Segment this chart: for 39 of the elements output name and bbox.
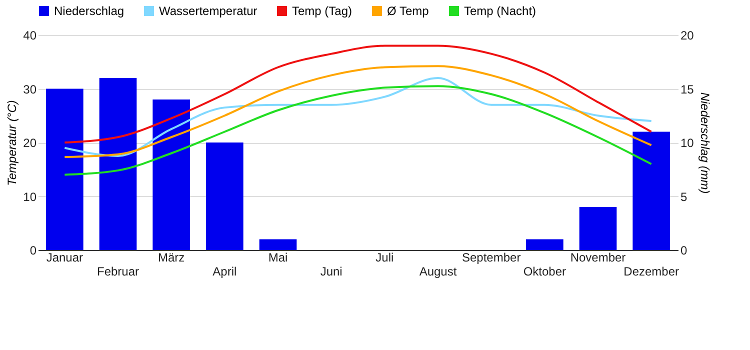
y2-tick-label: 10 bbox=[680, 136, 694, 150]
x-tick-label: September bbox=[462, 250, 521, 264]
x-tick-label: April bbox=[212, 264, 237, 278]
y2-tick-label: 15 bbox=[680, 82, 694, 96]
x-tick-label: Oktober bbox=[523, 264, 566, 278]
x-tick-label: November bbox=[570, 250, 626, 264]
legend-label: Temp (Tag) bbox=[292, 4, 352, 18]
line-series bbox=[64, 85, 652, 176]
x-tick-label: März bbox=[158, 250, 185, 264]
y2-tick-label: 20 bbox=[680, 28, 694, 42]
bar bbox=[46, 88, 84, 250]
x-tick-label: Januar bbox=[46, 250, 84, 264]
x-tick-label: Juli bbox=[376, 250, 394, 264]
y-tick-label: 10 bbox=[23, 190, 37, 204]
legend-label: Niederschlag bbox=[54, 4, 124, 18]
y-tick-label: 0 bbox=[30, 244, 37, 258]
bar bbox=[526, 239, 564, 250]
legend-label: Temp (Nacht) bbox=[464, 4, 536, 18]
x-tick-label: Dezember bbox=[624, 264, 680, 278]
bar bbox=[259, 239, 297, 250]
bar bbox=[579, 207, 617, 250]
bar bbox=[99, 78, 137, 250]
y-tick-label: 30 bbox=[23, 82, 37, 96]
x-tick-label: Juni bbox=[320, 264, 342, 278]
y2-axis-title: Niederschlag (mm) bbox=[698, 92, 712, 194]
bar bbox=[632, 132, 670, 250]
bar bbox=[206, 142, 244, 250]
legend-label: Wassertemperatur bbox=[159, 4, 258, 18]
y-tick-label: 40 bbox=[23, 28, 37, 42]
line-series bbox=[64, 44, 652, 144]
x-tick-label: Februar bbox=[96, 264, 140, 278]
y-tick-label: 20 bbox=[23, 136, 37, 150]
bar bbox=[152, 100, 190, 250]
y2-tick-label: 5 bbox=[680, 190, 688, 204]
legend-label: Ø Temp bbox=[387, 4, 430, 18]
x-tick-label: August bbox=[419, 264, 458, 278]
y2-tick-label: 0 bbox=[680, 244, 688, 258]
x-tick-label: Mai bbox=[268, 250, 288, 264]
y-axis-title: Temperatur (°C) bbox=[5, 100, 20, 186]
